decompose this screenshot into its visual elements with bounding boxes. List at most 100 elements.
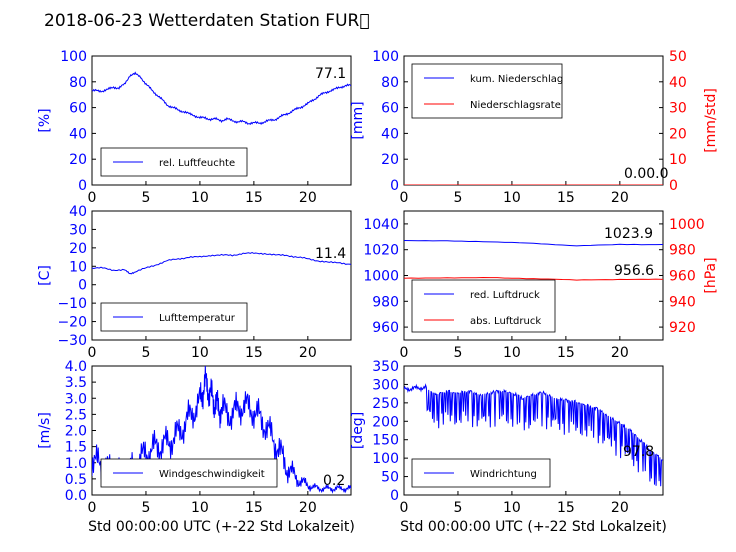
y2-tick-label: 40 (669, 75, 687, 91)
y-tick-label: 50 (381, 470, 399, 486)
x-tick-label: 20 (299, 500, 317, 516)
x-tick-label: 10 (191, 500, 209, 516)
y2-tick-label: 0 (669, 178, 678, 194)
plot-frame (91, 55, 352, 186)
y-tick-label: −10 (57, 296, 87, 312)
y2-tick-label: 980 (669, 243, 696, 259)
y2-tick-label: 30 (669, 101, 687, 117)
y-tick-label: 20 (381, 152, 399, 168)
y2-tick-label: 1000 (669, 217, 705, 233)
y-tick-label: 0 (78, 178, 87, 194)
series-line-2 (404, 276, 663, 281)
y2-axis-label: [mm/std] (703, 88, 719, 153)
x-tick-label: 15 (557, 500, 575, 516)
y-tick-label: 20 (69, 241, 87, 257)
x-tick-label: 5 (141, 345, 150, 361)
y-axis-label: [C] (37, 265, 53, 286)
y-tick-label: 100 (372, 49, 399, 65)
y-axis-label: [m/s] (37, 412, 53, 449)
legend-box (411, 279, 556, 333)
legend-label: rel. Luftfeuchte (159, 158, 235, 169)
y-tick-label: 20 (69, 152, 87, 168)
x-tick-label: 10 (503, 345, 521, 361)
y-tick-label: 1.0 (65, 456, 87, 472)
y-tick-label: 0 (390, 178, 399, 194)
x-tick-label: 15 (245, 500, 263, 516)
y-axis-label: [mm] (350, 101, 366, 139)
y-tick-label: 3.0 (65, 391, 87, 407)
y-tick-label: 60 (69, 101, 87, 117)
y-tick-label: 200 (372, 414, 399, 430)
y-tick-label: −30 (57, 333, 87, 349)
current-value-label: 77.1 (315, 66, 346, 82)
x-tick-label: 10 (191, 190, 209, 206)
legend-label: Windgeschwindigkeit (159, 469, 265, 480)
y-tick-label: 1040 (363, 217, 399, 233)
x-tick-label: 15 (557, 190, 575, 206)
current-value-label: 0.2 (323, 473, 345, 489)
x-tick-label: 0 (400, 500, 409, 516)
y-tick-label: 2.0 (65, 424, 87, 440)
y2-tick-label: 50 (669, 49, 687, 65)
y-tick-label: 150 (372, 433, 399, 449)
current-value-label: 0.00.0 (624, 166, 669, 182)
chart-pressure: 960 980 1000 1020 1040 0 5 10 15 20 920 940 960 980 10… (363, 210, 719, 361)
x-tick-label: 20 (299, 345, 317, 361)
y-tick-label: 10 (69, 259, 87, 275)
chart-temp: −30 −20 −10 0 10 20 30 40 0 5 10 15 20 [C] Lufttempera… (37, 204, 352, 361)
plot-frame (91, 210, 352, 341)
x-tick-label: 20 (611, 345, 629, 361)
y-tick-label: 40 (381, 126, 399, 142)
x-tick-label: 20 (611, 190, 629, 206)
current-value-label: 1023.9 (604, 226, 653, 242)
y-tick-label: 40 (69, 126, 87, 142)
y-tick-label: 980 (372, 294, 399, 310)
y-axis-label: [deg] (350, 412, 366, 449)
current-value-label: 11.4 (315, 246, 346, 262)
series-line-1 (404, 240, 663, 247)
x-axis-label: Std 00:00:00 UTC (+-22 Std Lokalzeit) (88, 519, 355, 535)
x-axis-label: Std 00:00:00 UTC (+-22 Std Lokalzeit) (400, 519, 667, 535)
x-tick-label: 20 (611, 500, 629, 516)
legend-label: abs. Luftdruck (470, 316, 541, 327)
y-tick-label: 80 (69, 75, 87, 91)
y-tick-label: −20 (57, 315, 87, 331)
y-tick-label: 350 (372, 359, 399, 375)
y2-tick-label: 10 (669, 152, 687, 168)
legend-label: kum. Niederschlag (470, 74, 563, 85)
y2-tick-label: 20 (669, 126, 687, 142)
x-tick-label: 15 (245, 345, 263, 361)
chart-humidity: 0 20 40 60 80 100 0 5 10 15 20 [%] rel. Luftfeuchte 7… (37, 49, 352, 206)
y2-axis-label: [hPa] (703, 257, 719, 293)
page-title: 2018-06-23 Wetterdaten Station FUR  (44, 11, 370, 31)
legend-label: Windrichtung (470, 469, 537, 480)
x-tick-label: 5 (453, 190, 462, 206)
y-tick-label: 30 (69, 222, 87, 238)
x-tick-label: 0 (88, 345, 97, 361)
y2-tick-label: 960 (669, 269, 696, 285)
x-tick-label: 0 (88, 500, 97, 516)
y-tick-label: 0.5 (65, 472, 87, 488)
legend-label: Lufttemperatur (159, 313, 236, 324)
y-tick-label: 0.0 (65, 488, 87, 504)
y-tick-label: 1020 (363, 243, 399, 259)
chart-wind: 0.00.51.01.52.02.53.03.54.0 0 5 10 15 20 [m/s]… (37, 359, 355, 535)
legend-label: Niederschlagsrate (470, 100, 561, 111)
x-tick-label: 10 (191, 345, 209, 361)
x-tick-label: 0 (88, 190, 97, 206)
y-tick-label: 0 (390, 488, 399, 504)
y-tick-label: 0 (78, 278, 87, 294)
y-tick-label: 80 (381, 75, 399, 91)
y-tick-label: 960 (372, 320, 399, 336)
series-line-1 (404, 383, 663, 487)
chart-precip: 0 20 40 60 80 100 0 5 10 15 20 0 10 20 30 40 50 [mm/std] [… (350, 49, 719, 206)
y-tick-label: 100 (372, 451, 399, 467)
x-tick-label: 5 (141, 190, 150, 206)
y-tick-label: 3.5 (65, 375, 87, 391)
legend-box (411, 63, 563, 119)
x-tick-label: 0 (400, 345, 409, 361)
plot-frame (403, 365, 664, 496)
y-tick-label: 300 (372, 377, 399, 393)
